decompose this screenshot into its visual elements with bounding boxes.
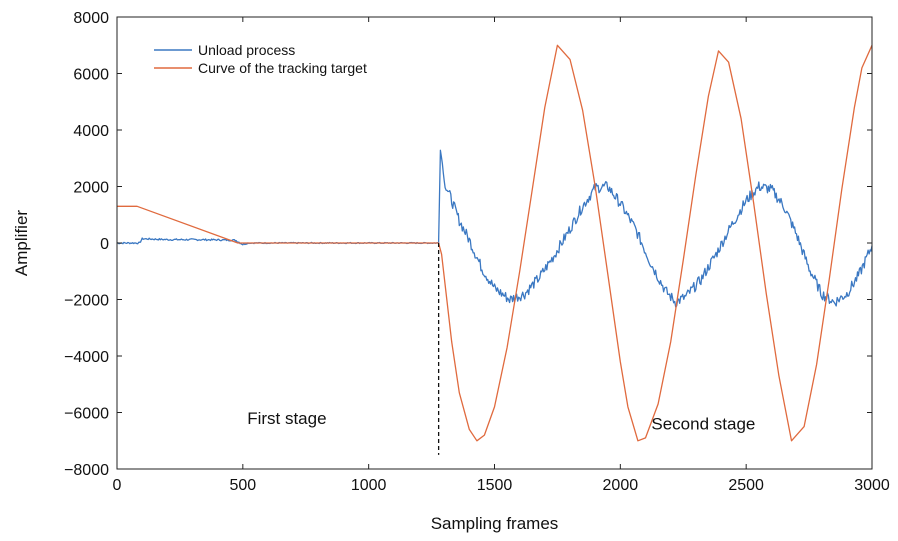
y-tick-label: 8000 [73,10,109,27]
annotation-second-stage: Second stage [651,414,755,433]
legend-label-unload-process: Unload process [198,42,295,58]
x-tick-label: 2000 [603,477,639,494]
x-tick-label: 3000 [854,477,890,494]
y-tick-label: −2000 [64,293,109,310]
x-axis-label: Sampling frames [431,514,559,533]
x-tick-label: 1500 [477,477,513,494]
series-line-unload-process [116,149,873,308]
y-tick-label: −8000 [64,462,109,479]
y-tick-label: 4000 [73,123,109,140]
x-tick-label: 1000 [351,477,387,494]
plot-area [116,44,873,455]
annotation-first-stage: First stage [247,409,326,428]
x-tick-label: 2500 [728,477,764,494]
y-axis-label: Amplifier [12,210,31,276]
x-tick-label: 0 [113,477,122,494]
legend: Unload process Curve of the tracking tar… [154,42,367,76]
series-line-tracking-target [117,44,873,442]
y-tick-label: 0 [100,236,109,253]
x-tick-label: 500 [229,477,256,494]
legend-label-tracking-target: Curve of the tracking target [198,60,367,76]
y-tick-label: −6000 [64,406,109,423]
y-tick-label: 6000 [73,67,109,84]
y-tick-label: 2000 [73,180,109,197]
axis-ticks: 0 500 1000 1500 2000 2500 3000 −8000 −6000 −4000 −… [64,10,890,494]
y-tick-label: −4000 [64,349,109,366]
